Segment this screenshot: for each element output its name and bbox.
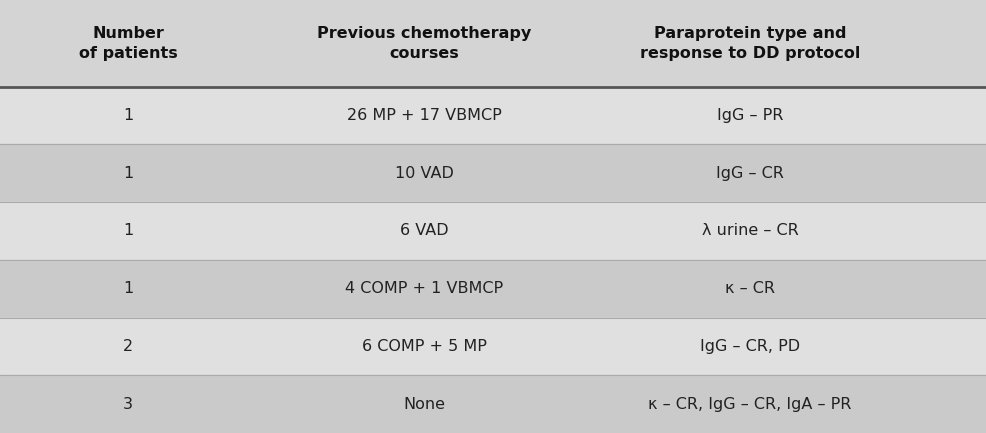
Text: 1: 1 xyxy=(123,281,133,296)
Bar xyxy=(0,202,986,260)
Text: 10 VAD: 10 VAD xyxy=(394,166,454,181)
Text: Number
of patients: Number of patients xyxy=(79,26,177,61)
Text: 6 COMP + 5 MP: 6 COMP + 5 MP xyxy=(362,339,486,354)
Text: IgG – PR: IgG – PR xyxy=(716,108,783,123)
Text: 2: 2 xyxy=(123,339,133,354)
Bar xyxy=(0,87,986,144)
Text: 1: 1 xyxy=(123,108,133,123)
Text: 6 VAD: 6 VAD xyxy=(399,223,449,239)
Text: 26 MP + 17 VBMCP: 26 MP + 17 VBMCP xyxy=(347,108,501,123)
Bar xyxy=(0,317,986,375)
Text: 4 COMP + 1 VBMCP: 4 COMP + 1 VBMCP xyxy=(345,281,503,296)
Text: Previous chemotherapy
courses: Previous chemotherapy courses xyxy=(317,26,531,61)
Text: 1: 1 xyxy=(123,166,133,181)
Text: κ – CR: κ – CR xyxy=(725,281,774,296)
Text: κ – CR, IgG – CR, IgA – PR: κ – CR, IgG – CR, IgA – PR xyxy=(648,397,851,412)
Text: None: None xyxy=(403,397,445,412)
Bar xyxy=(0,144,986,202)
Text: IgG – CR, PD: IgG – CR, PD xyxy=(699,339,800,354)
Text: 1: 1 xyxy=(123,223,133,239)
Text: IgG – CR: IgG – CR xyxy=(716,166,783,181)
Bar xyxy=(0,375,986,433)
Bar xyxy=(0,0,986,87)
Bar xyxy=(0,260,986,317)
Text: 3: 3 xyxy=(123,397,133,412)
Text: λ urine – CR: λ urine – CR xyxy=(701,223,798,239)
Text: Paraprotein type and
response to DD protocol: Paraprotein type and response to DD prot… xyxy=(639,26,860,61)
